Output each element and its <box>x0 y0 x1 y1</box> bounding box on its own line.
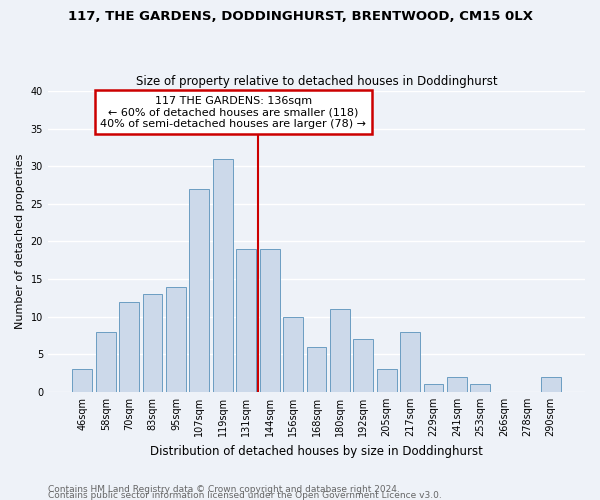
Bar <box>541 377 560 392</box>
Bar <box>377 370 397 392</box>
X-axis label: Distribution of detached houses by size in Doddinghurst: Distribution of detached houses by size … <box>150 444 483 458</box>
Bar <box>96 332 116 392</box>
Bar <box>166 286 186 392</box>
Bar <box>447 377 467 392</box>
Bar <box>307 347 326 392</box>
Bar <box>119 302 139 392</box>
Bar <box>470 384 490 392</box>
Text: 117, THE GARDENS, DODDINGHURST, BRENTWOOD, CM15 0LX: 117, THE GARDENS, DODDINGHURST, BRENTWOO… <box>67 10 533 23</box>
Bar <box>330 309 350 392</box>
Bar <box>236 249 256 392</box>
Bar <box>190 189 209 392</box>
Text: Contains HM Land Registry data © Crown copyright and database right 2024.: Contains HM Land Registry data © Crown c… <box>48 484 400 494</box>
Bar <box>353 340 373 392</box>
Bar <box>213 159 233 392</box>
Bar <box>424 384 443 392</box>
Y-axis label: Number of detached properties: Number of detached properties <box>15 154 25 329</box>
Bar <box>260 249 280 392</box>
Bar <box>283 316 303 392</box>
Text: Contains public sector information licensed under the Open Government Licence v3: Contains public sector information licen… <box>48 490 442 500</box>
Bar <box>73 370 92 392</box>
Text: 117 THE GARDENS: 136sqm
← 60% of detached houses are smaller (118)
40% of semi-d: 117 THE GARDENS: 136sqm ← 60% of detache… <box>100 96 366 129</box>
Bar <box>400 332 420 392</box>
Title: Size of property relative to detached houses in Doddinghurst: Size of property relative to detached ho… <box>136 76 497 88</box>
Bar <box>143 294 163 392</box>
